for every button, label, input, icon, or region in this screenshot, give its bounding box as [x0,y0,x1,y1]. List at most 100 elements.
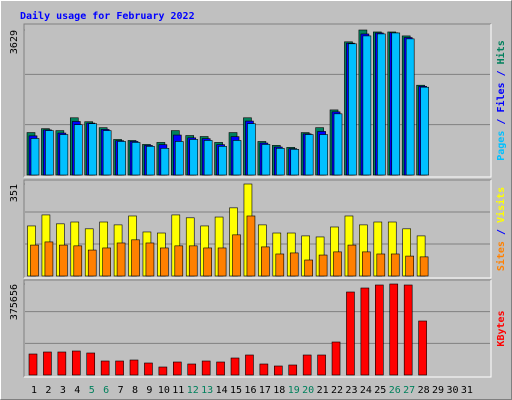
legend: Sites / Visits [495,187,507,271]
bar [102,247,111,277]
bar [261,246,270,277]
bar [261,144,271,176]
x-tick-label: 28 [418,385,430,396]
bar [375,284,384,376]
bar [304,259,313,277]
bar [216,361,225,376]
x-tick-label: 5 [89,385,95,396]
bar [333,251,342,277]
x-tick-label: 21 [317,385,329,396]
x-tick-label: 26 [389,385,401,396]
bar [232,140,242,176]
bar [173,361,182,376]
bar [59,244,68,277]
bar [347,244,357,277]
bar [73,245,83,277]
bar [331,341,341,376]
bar [203,140,213,176]
x-tick-label: 7 [118,385,124,396]
frame [24,280,492,378]
bar [28,353,38,376]
x-tick-label: 20 [302,385,314,396]
legend-entry: Files [495,82,507,112]
y-tick-label: 351 [9,184,20,202]
legend-entry: KBytes [496,310,507,346]
bar [131,142,141,176]
x-tick-label: 27 [403,385,415,396]
y-tick-label: 375656 [9,284,20,320]
frame [23,179,491,278]
bar [160,148,170,176]
legend-entry: Hits [495,40,507,64]
bar [30,244,39,277]
legend: Pages / Files / Hits [495,40,507,161]
bar [129,359,139,376]
bar [116,242,126,277]
x-tick-label: 12 [187,385,199,396]
y-tick-label: 3629 [9,30,20,54]
x-tick-label: 13 [201,385,213,396]
legend-separator: / [496,119,507,125]
bar [145,242,155,277]
x-tick-label: 4 [74,385,80,396]
bar [302,354,312,376]
bar [230,357,240,376]
x-tick-label: 22 [331,385,343,396]
bar [288,364,298,376]
bar [218,146,227,176]
x-tick-label: 25 [374,385,386,396]
bar [43,351,52,376]
bar [362,35,372,176]
x-tick-label: 2 [45,385,51,396]
legend: KBytes [496,310,507,346]
bar [276,148,285,176]
legend-entry: Pages [496,131,507,161]
bar [289,252,299,277]
bar [188,245,198,277]
x-tick-label: 24 [360,385,372,396]
bar [389,283,399,376]
bar [362,251,371,277]
bar [304,134,314,176]
bar [405,38,415,176]
bar [71,350,81,376]
bar [100,360,110,376]
bar [348,43,357,176]
bar [275,253,285,277]
x-tick-label: 11 [172,385,184,396]
bar [246,215,256,277]
bar [30,138,40,176]
bar [318,254,328,277]
bar [158,366,168,376]
bar [203,247,212,277]
legend-separator: / [496,70,507,76]
bar [418,320,427,376]
x-tick-label: 23 [345,385,357,396]
x-tick-label: 15 [230,385,242,396]
bar [419,256,429,277]
bar [115,360,124,376]
bar [88,123,98,176]
x-tick-label: 30 [446,385,458,396]
bar [247,123,256,176]
bar [201,360,211,376]
bar [405,255,414,277]
frame [24,24,492,178]
bar [175,141,184,176]
bar [144,362,153,376]
bar [274,365,283,376]
bar [376,253,386,277]
bar [59,134,69,176]
bar [102,130,112,176]
bar [86,352,96,376]
x-tick-label: 19 [288,385,300,396]
x-tick-label: 29 [432,385,444,396]
x-tick-label: 3 [60,385,66,396]
bar [319,134,328,176]
bar [57,351,67,376]
bar [360,287,370,376]
chart-title: Daily usage for February 2022 [20,10,195,22]
x-tick-label: 9 [146,385,152,396]
x-tick-label: 14 [216,385,228,396]
